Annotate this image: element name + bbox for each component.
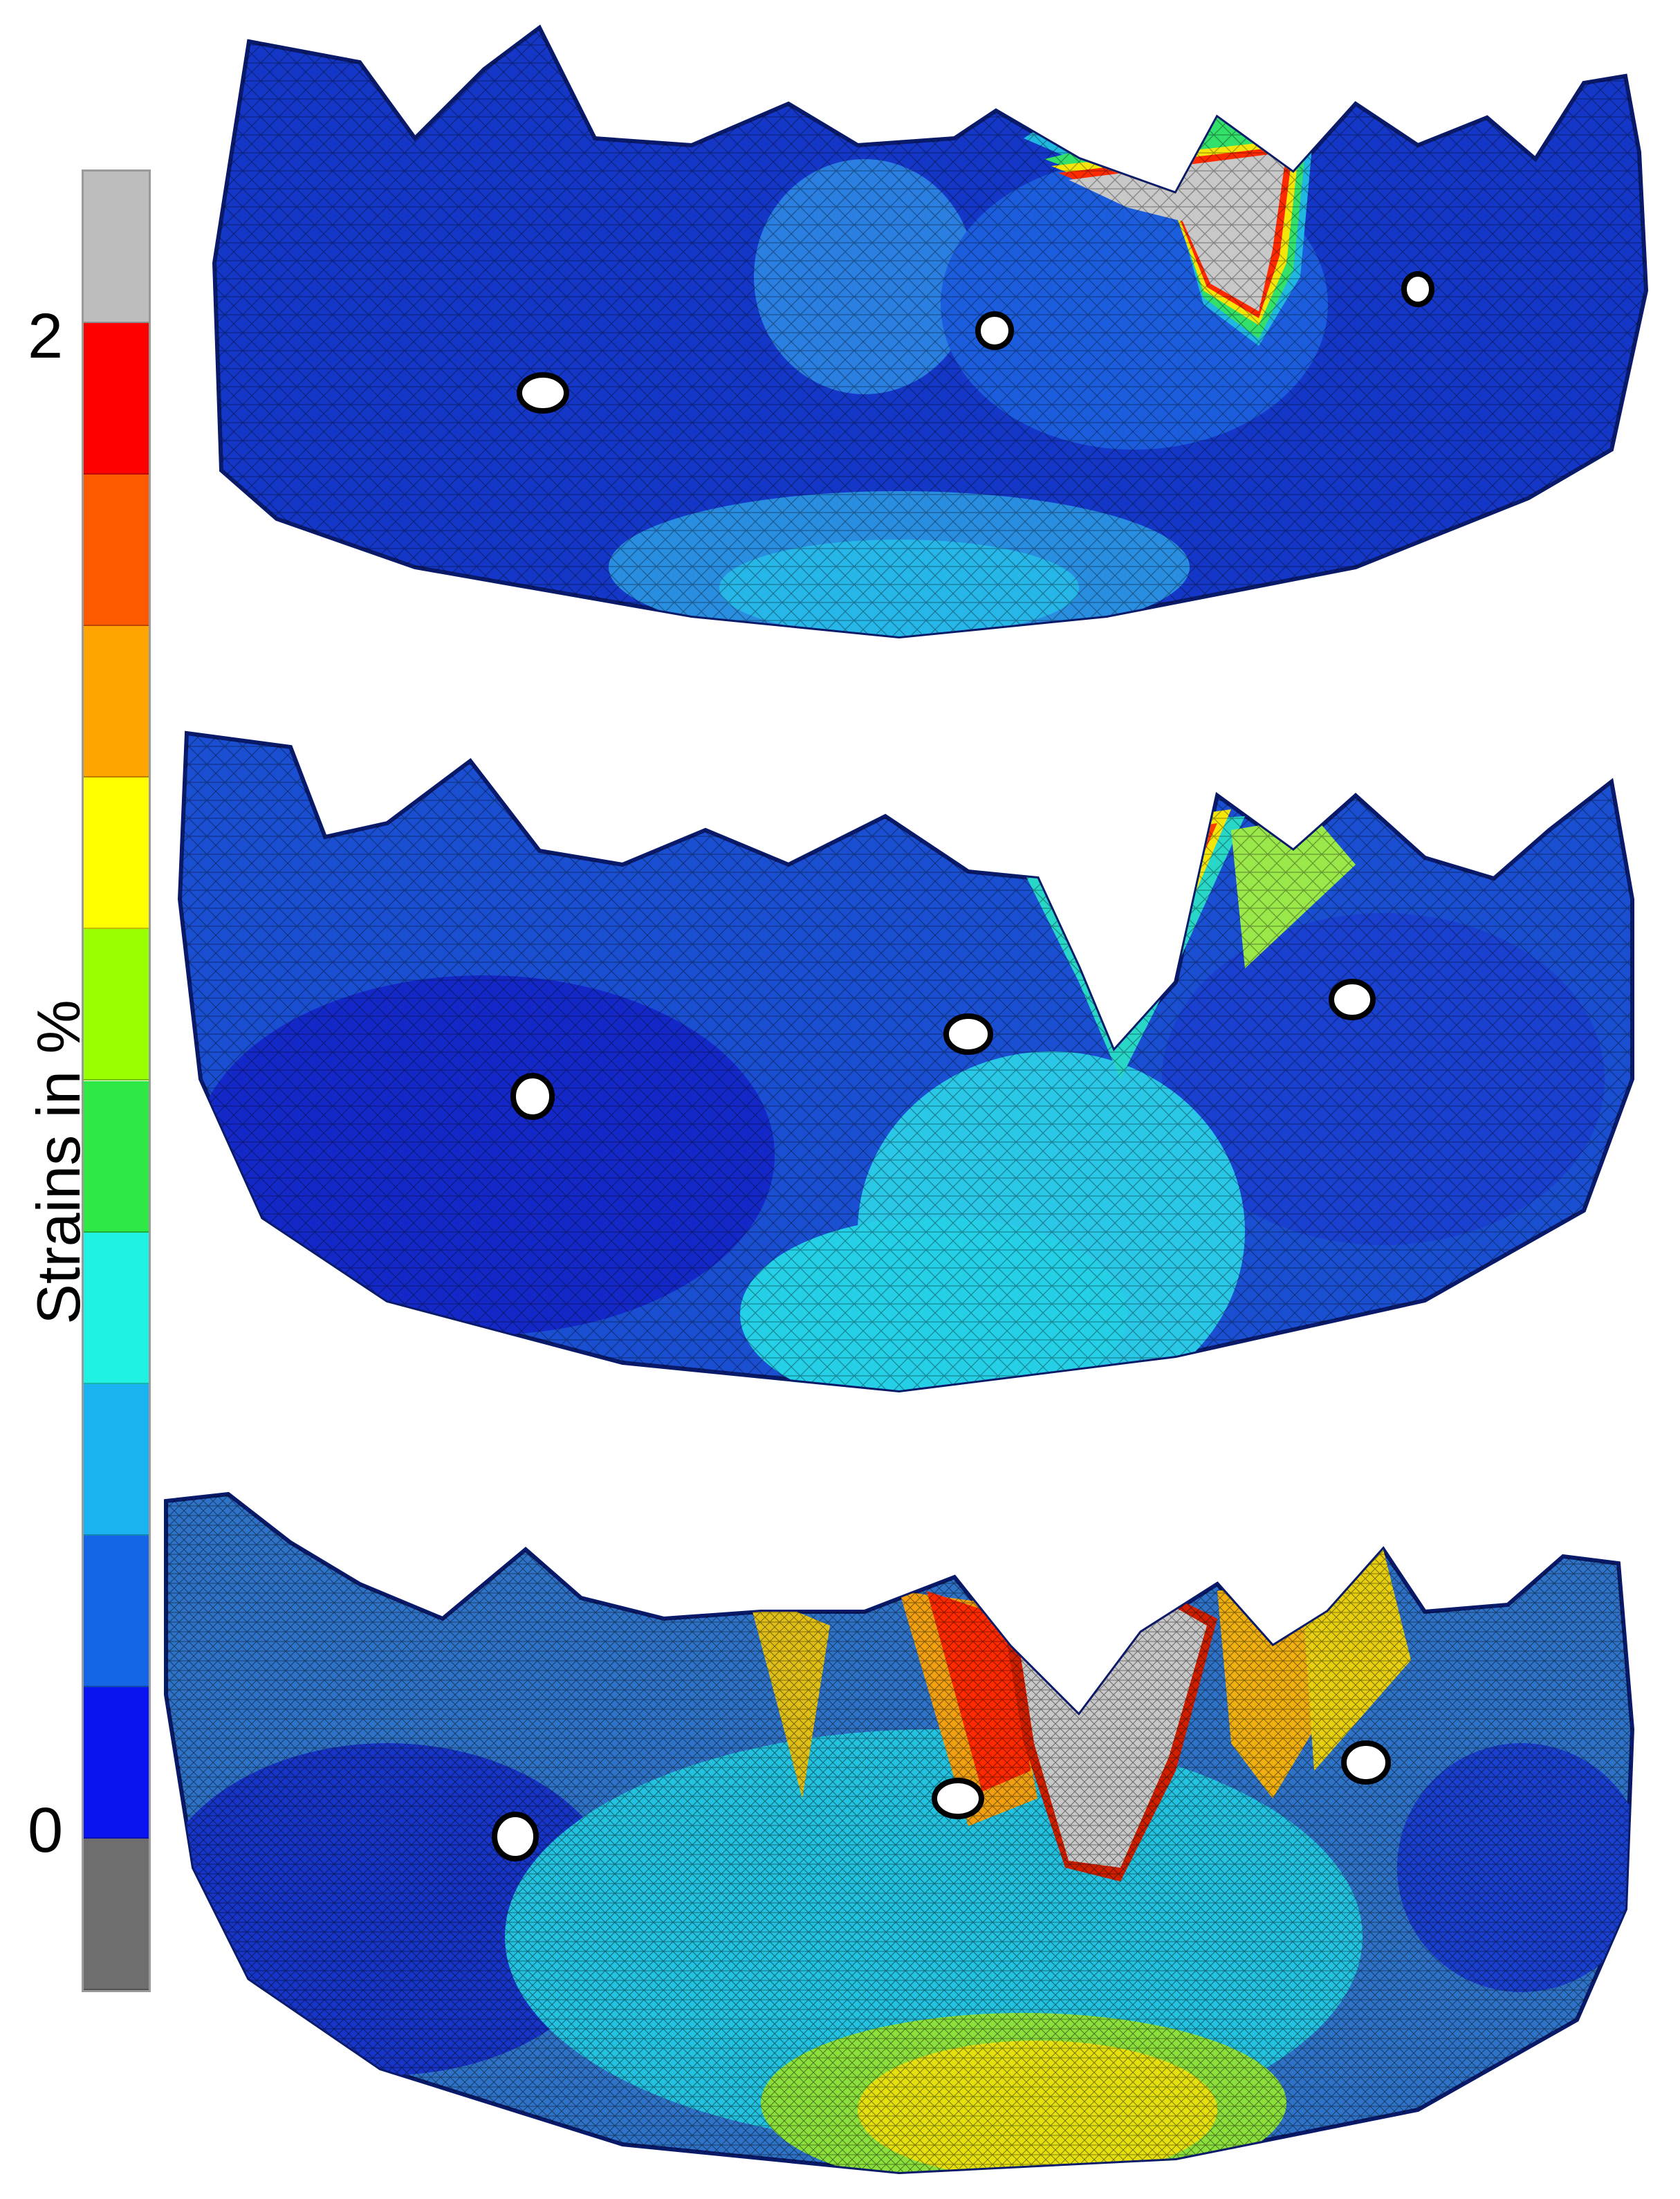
colorbar-segment-5 bbox=[84, 929, 149, 1081]
model-3-hole-left bbox=[492, 1812, 539, 1861]
colorbar-segment-6 bbox=[84, 1080, 149, 1233]
model-2-hole-left bbox=[510, 1073, 555, 1120]
mandible-model-2 bbox=[0, 692, 1680, 1453]
model-1-hole-center bbox=[975, 311, 1014, 350]
colorbar-segment-8 bbox=[84, 1383, 149, 1536]
model-3-hole-center bbox=[932, 1778, 984, 1819]
model-1-hole-left bbox=[517, 372, 569, 414]
colorbar-segment-0 bbox=[84, 172, 149, 324]
mandible-model-3 bbox=[0, 1453, 1680, 2199]
colorbar-segment-10 bbox=[84, 1686, 149, 1839]
model-2-hole-right bbox=[1329, 979, 1376, 1020]
strain-colorbar bbox=[82, 169, 151, 1992]
colorbar-tick-min: 0 bbox=[28, 1795, 64, 1866]
colorbar-segment-3 bbox=[84, 626, 149, 778]
model-2-hole-center bbox=[943, 1013, 993, 1055]
colorbar-segment-2 bbox=[84, 475, 149, 627]
colorbar-segment-1 bbox=[84, 323, 149, 475]
colorbar-segment-7 bbox=[84, 1232, 149, 1384]
colorbar-segment-9 bbox=[84, 1535, 149, 1687]
colorbar-segment-4 bbox=[84, 778, 149, 930]
model-1-hole-right bbox=[1401, 271, 1434, 307]
colorbar-tick-max: 2 bbox=[28, 301, 64, 371]
mandible-model-1 bbox=[0, 0, 1680, 692]
model-3-hole-right bbox=[1341, 1740, 1391, 1785]
colorbar-segment-11 bbox=[84, 1838, 149, 1990]
